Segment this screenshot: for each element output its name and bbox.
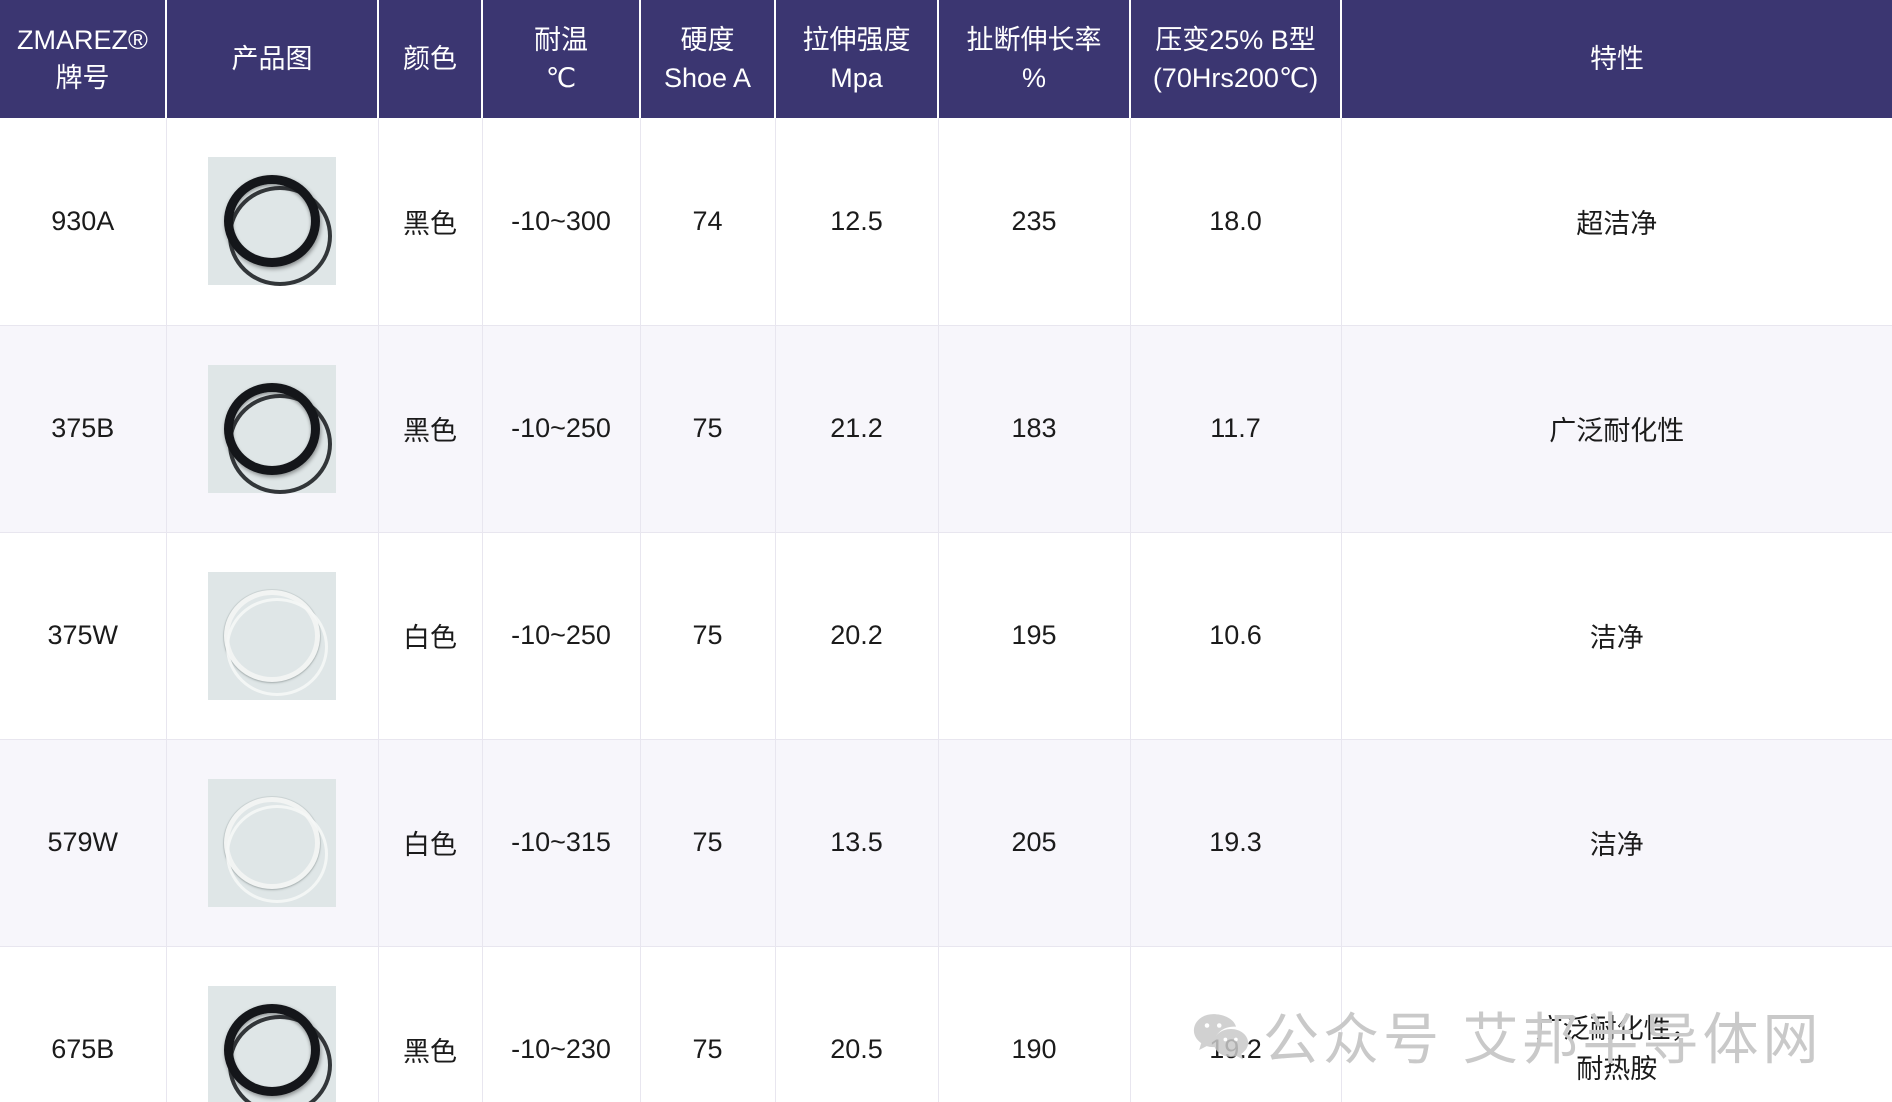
cell-hardness: 75 (640, 532, 776, 740)
header-grade-line1: ZMAREZ® (17, 24, 148, 55)
header-compression-line2: (70Hrs200℃) (1152, 63, 1319, 93)
cell-color: 白色 (378, 532, 483, 740)
cell-compression-set: 18.0 (1130, 118, 1342, 326)
cell-temperature: -10~250 (482, 325, 641, 533)
cell-grade: 930A (0, 118, 167, 326)
cell-characteristics: 超洁净 (1341, 118, 1892, 326)
oring-shape (224, 1003, 332, 1102)
oring-black-thumbnail (208, 157, 336, 287)
table-row: 375W 白色 -10~250 75 20.2 195 10.6 洁净 (0, 532, 1892, 740)
cell-tensile-strength: 12.5 (775, 118, 939, 326)
cell-characteristics: 洁净 (1341, 532, 1892, 740)
characteristics-line1: 广泛耐化性， (1535, 1014, 1698, 1045)
cell-color: 白色 (378, 739, 483, 947)
header-hardness-line1: 硬度 (680, 24, 735, 55)
cell-compression-set: 10.6 (1130, 532, 1342, 740)
table-header: ZMAREZ® 牌号 产品图 颜色 耐温 ℃ 硬度 Shoe A (0, 0, 1892, 118)
column-header-characteristics: 特性 (1341, 0, 1892, 118)
table-row: 579W 白色 -10~315 75 13.5 205 19.3 洁净 (0, 739, 1892, 947)
cell-elongation: 205 (938, 739, 1131, 947)
column-header-hardness: 硬度 Shoe A (640, 0, 776, 118)
header-row: ZMAREZ® 牌号 产品图 颜色 耐温 ℃ 硬度 Shoe A (0, 0, 1892, 118)
column-header-color: 颜色 (378, 0, 483, 118)
cell-characteristics: 洁净 (1341, 739, 1892, 947)
header-grade-line2: 牌号 (55, 63, 110, 93)
table-row: 930A 黑色 -10~300 74 12.5 235 18.0 超洁净 (0, 118, 1892, 326)
header-compression-line1: 压变25% B型 (1155, 24, 1316, 55)
cell-elongation: 190 (938, 946, 1131, 1102)
oring-white-thumbnail (208, 571, 336, 700)
cell-grade: 675B (0, 946, 167, 1102)
cell-hardness: 75 (640, 739, 776, 947)
cell-product-image (166, 325, 379, 533)
cell-compression-set: 19.2 (1130, 946, 1342, 1102)
cell-temperature: -10~250 (482, 532, 641, 740)
oring-shape (224, 175, 332, 287)
cell-tensile-strength: 20.2 (775, 532, 939, 740)
cell-product-image (166, 946, 379, 1102)
oring-black-thumbnail (208, 985, 336, 1102)
table-row: 675B 黑色 -10~230 75 20.5 190 19.2 广泛耐化性， 耐热胺 (0, 946, 1892, 1102)
column-header-temperature: 耐温 ℃ (482, 0, 641, 118)
cell-hardness: 74 (640, 118, 776, 326)
cell-color: 黑色 (378, 118, 483, 326)
cell-elongation: 183 (938, 325, 1131, 533)
cell-tensile-strength: 13.5 (775, 739, 939, 947)
cell-grade: 375W (0, 532, 167, 740)
header-hardness-line2: Shoe A (663, 63, 752, 93)
oring-shape (224, 382, 332, 494)
cell-elongation: 235 (938, 118, 1131, 326)
table-row: 375B 黑色 -10~250 75 21.2 183 11.7 广泛耐化性 (0, 325, 1892, 533)
characteristics-line2: 耐热胺 (1576, 1053, 1658, 1084)
cell-hardness: 75 (640, 946, 776, 1102)
cell-color: 黑色 (378, 946, 483, 1102)
cell-tensile-strength: 21.2 (775, 325, 939, 533)
column-header-elongation: 扯断伸长率 % (938, 0, 1131, 118)
oring-black-thumbnail (208, 364, 336, 494)
header-elongation-line1: 扯断伸长率 (966, 24, 1102, 55)
cell-temperature: -10~230 (482, 946, 641, 1102)
cell-characteristics: 广泛耐化性， 耐热胺 (1341, 946, 1892, 1102)
cell-compression-set: 11.7 (1130, 325, 1342, 533)
cell-grade: 579W (0, 739, 167, 947)
cell-color: 黑色 (378, 325, 483, 533)
table-body: 930A 黑色 -10~300 74 12.5 235 18.0 超洁净 375B 黑色 -10~2… (0, 118, 1892, 1102)
header-elongation-line2: % (1021, 63, 1046, 93)
header-tensile-line1: 拉伸强度 (802, 24, 911, 55)
cell-product-image (166, 532, 379, 740)
cell-compression-set: 19.3 (1130, 739, 1342, 947)
header-image-line1: 产品图 (231, 43, 313, 74)
column-header-compression-set: 压变25% B型 (70Hrs200℃) (1130, 0, 1342, 118)
cell-product-image (166, 118, 379, 326)
column-header-tensile-strength: 拉伸强度 Mpa (775, 0, 939, 118)
oring-shape (224, 796, 328, 903)
cell-grade: 375B (0, 325, 167, 533)
cell-elongation: 195 (938, 532, 1131, 740)
column-header-grade: ZMAREZ® 牌号 (0, 0, 167, 118)
oring-shape (224, 589, 328, 696)
cell-temperature: -10~300 (482, 118, 641, 326)
header-temp-line2: ℃ (545, 63, 577, 93)
header-temp-line1: 耐温 (534, 24, 588, 55)
header-color-line1: 颜色 (403, 43, 457, 74)
cell-hardness: 75 (640, 325, 776, 533)
header-tensile-line2: Mpa (830, 63, 883, 93)
cell-temperature: -10~315 (482, 739, 641, 947)
column-header-product-image: 产品图 (166, 0, 379, 118)
cell-characteristics: 广泛耐化性 (1341, 325, 1892, 533)
oring-white-thumbnail (208, 778, 336, 907)
header-characteristics-line1: 特性 (1590, 43, 1644, 74)
cell-tensile-strength: 20.5 (775, 946, 939, 1102)
cell-product-image (166, 739, 379, 947)
